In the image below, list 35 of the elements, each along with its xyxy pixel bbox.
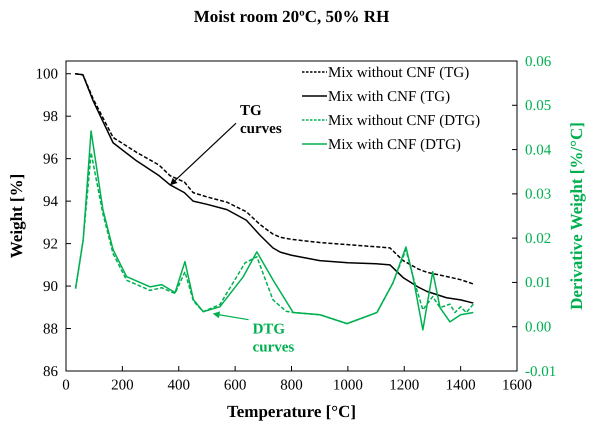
x-tick-label: 1000 <box>332 378 363 394</box>
y-tick-label: 90 <box>43 278 58 295</box>
y-axis-title: Weight [%] <box>7 174 26 258</box>
legend-label: Mix without CNF (DTG) <box>328 113 480 129</box>
x-tick-label: 400 <box>168 378 190 394</box>
y2-tick-label: 0.02 <box>525 230 552 247</box>
y2-axis-title: Derivative Weight [%/°C] <box>567 122 586 310</box>
y-tick-label: 96 <box>43 151 58 168</box>
y2-tick-label: 0.05 <box>525 98 552 114</box>
x-tick-label: 200 <box>111 378 134 394</box>
chart-title: Moist room 20ºC, 50% RH <box>194 7 390 26</box>
y-tick-label: 94 <box>43 194 58 210</box>
annotation: TG curves <box>240 103 282 138</box>
x-tick-label: 1600 <box>502 378 532 394</box>
x-tick-label: 1200 <box>389 378 420 394</box>
x-axis-title: Temperature [°C] <box>226 402 356 421</box>
x-tick-label: 0 <box>62 378 70 394</box>
y-tick-label: 86 <box>43 364 58 380</box>
x-tick-label: 800 <box>280 378 303 394</box>
y2-tick-label: 0.03 <box>525 186 552 203</box>
legend-label: Mix with CNF (TG) <box>328 89 450 105</box>
annotation: DTG curves <box>252 322 294 356</box>
x-tick-label: 1400 <box>446 378 476 394</box>
legend-label: Mix with CNF (DTG) <box>328 137 461 153</box>
x-tick-label: 600 <box>224 378 246 394</box>
y2-tick-label: -0.01 <box>525 364 556 380</box>
y2-tick-label: 0.04 <box>525 142 552 158</box>
y-tick-label: 88 <box>43 321 58 338</box>
legend-label: Mix without CNF (TG) <box>328 65 470 81</box>
y-tick-label: 92 <box>43 236 58 252</box>
y-tick-label: 98 <box>43 109 58 126</box>
y2-tick-label: 0.01 <box>525 275 552 292</box>
y-tick-label: 100 <box>36 66 58 83</box>
y2-tick-label: 0.06 <box>525 54 552 70</box>
y2-tick-label: 0.00 <box>525 320 552 336</box>
